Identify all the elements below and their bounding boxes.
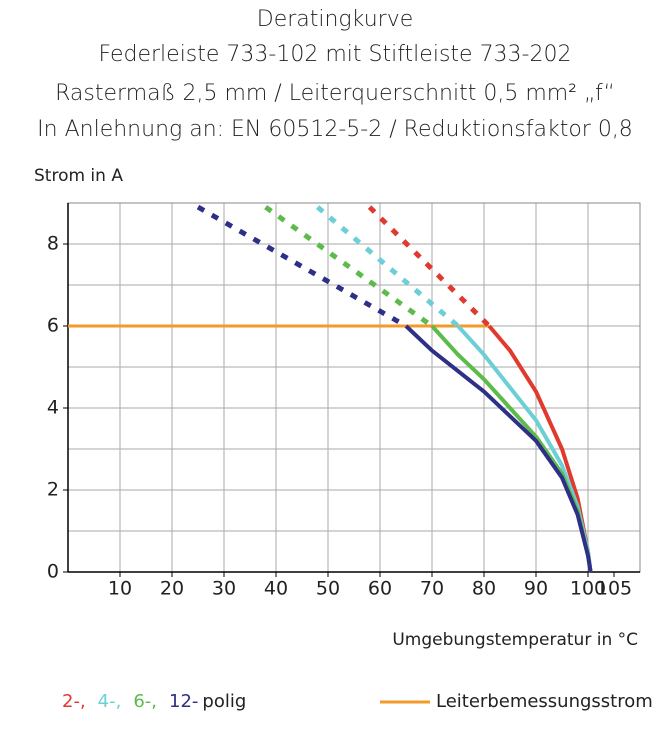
- x-axis-label: Umgebungstemperatur in °C: [392, 630, 638, 650]
- x-tick-label: 105: [596, 578, 632, 600]
- y-axis-label: Strom in A: [34, 166, 123, 186]
- legend-suffix: polig: [202, 691, 246, 712]
- y-tick-label: 0: [47, 561, 59, 583]
- legend-entry: 2-,: [62, 691, 86, 712]
- x-tick-label: 40: [264, 578, 288, 600]
- title-line: In Anlehnung an: EN 60512-5-2 / Reduktio…: [37, 117, 633, 142]
- x-tick-label: 10: [108, 578, 132, 600]
- y-tick-label: 2: [47, 479, 59, 501]
- legend-entry: Leiterbemessungsstrom: [436, 691, 653, 712]
- y-tick-label: 6: [47, 315, 59, 337]
- title-line: Deratingkurve: [257, 7, 414, 32]
- x-tick-label: 100: [570, 578, 606, 600]
- y-tick-label: 4: [47, 397, 59, 419]
- series-line: [404, 324, 593, 573]
- x-tick-label: 30: [212, 578, 236, 600]
- series-line: [315, 205, 460, 328]
- y-tick-label: 8: [47, 233, 59, 255]
- x-tick-label: 60: [368, 578, 392, 600]
- x-tick-label: 80: [472, 578, 496, 600]
- series-line: [367, 205, 491, 328]
- title-line: Rastermaß 2,5 mm / Leiterquerschnitt 0,5…: [55, 81, 615, 106]
- series-line: [264, 205, 434, 329]
- title-line: Federleiste 733-102 mit Stiftleiste 733-…: [99, 42, 572, 67]
- plot-frame: [67, 202, 641, 573]
- x-tick-label: 20: [160, 578, 184, 600]
- legend-entry: 12-: [169, 691, 198, 712]
- series-line: [196, 204, 408, 329]
- x-tick-label: 90: [524, 578, 548, 600]
- x-tick-label: 70: [420, 578, 444, 600]
- legend-entry: 4-,: [98, 691, 122, 712]
- legend-entry: 6-,: [133, 691, 157, 712]
- x-tick-label: 50: [316, 578, 340, 600]
